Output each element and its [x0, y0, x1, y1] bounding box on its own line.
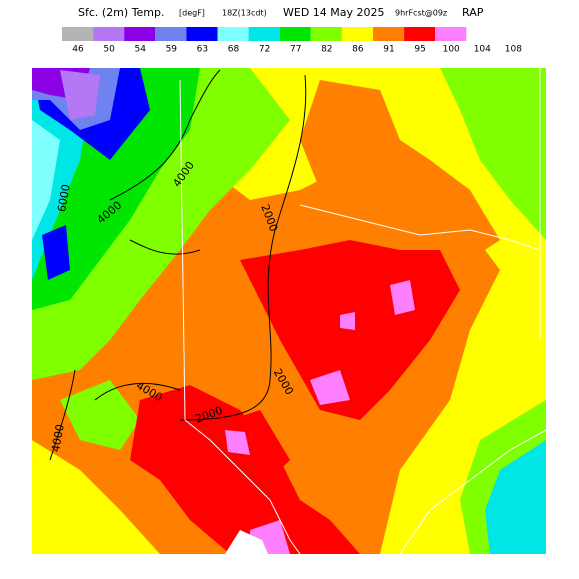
legend-label: 86: [352, 45, 364, 55]
legend-label: 82: [321, 45, 332, 55]
legend-label: 63: [197, 45, 208, 55]
legend-swatch: [404, 27, 436, 41]
legend-swatch: [248, 27, 280, 41]
title-part: 9hrFcst@09z: [395, 9, 447, 18]
legend-swatch: [279, 27, 311, 41]
legend-label: 72: [259, 45, 270, 55]
legend-swatch: [186, 27, 218, 41]
contour-label: 6000: [55, 183, 73, 213]
legend-label: 77: [290, 45, 301, 55]
title-part: RAP: [462, 6, 484, 19]
color-legend: 46 50 54 59 63 68 72 77 82 86 91 95 100 104 108: [62, 27, 522, 55]
legend-label: 68: [228, 45, 240, 55]
legend-swatch: [310, 27, 342, 41]
legend-swatch: [435, 27, 467, 41]
legend-swatch: [124, 27, 156, 41]
legend-label: 54: [134, 45, 146, 55]
legend-swatch: [217, 27, 249, 41]
title-part: WED 14 May 2025: [283, 6, 385, 19]
legend-swatch: [93, 27, 125, 41]
legend-swatch: [373, 27, 405, 41]
legend-label: 104: [474, 45, 491, 55]
legend-label: 108: [505, 45, 522, 55]
legend-label: 50: [103, 45, 115, 55]
legend-label: 95: [414, 45, 425, 55]
contour-label: 4000: [49, 423, 67, 453]
legend-label: 46: [72, 45, 84, 55]
title-part: Sfc. (2m) Temp.: [78, 6, 165, 19]
legend-swatch: [155, 27, 187, 41]
legend-label: 91: [383, 45, 394, 55]
title: Sfc. (2m) Temp. [degF] 18Z(13cdt) WED 14…: [78, 6, 484, 19]
legend-swatch: [62, 27, 94, 41]
legend-swatch: [341, 27, 373, 41]
map-area: 6000 4000 4000 2000 2000 4000 2000 4000: [32, 68, 546, 554]
title-part: [degF]: [179, 9, 205, 18]
legend-label: 59: [166, 45, 178, 55]
title-part: 18Z(13cdt): [222, 9, 267, 18]
legend-label: 100: [443, 45, 460, 55]
